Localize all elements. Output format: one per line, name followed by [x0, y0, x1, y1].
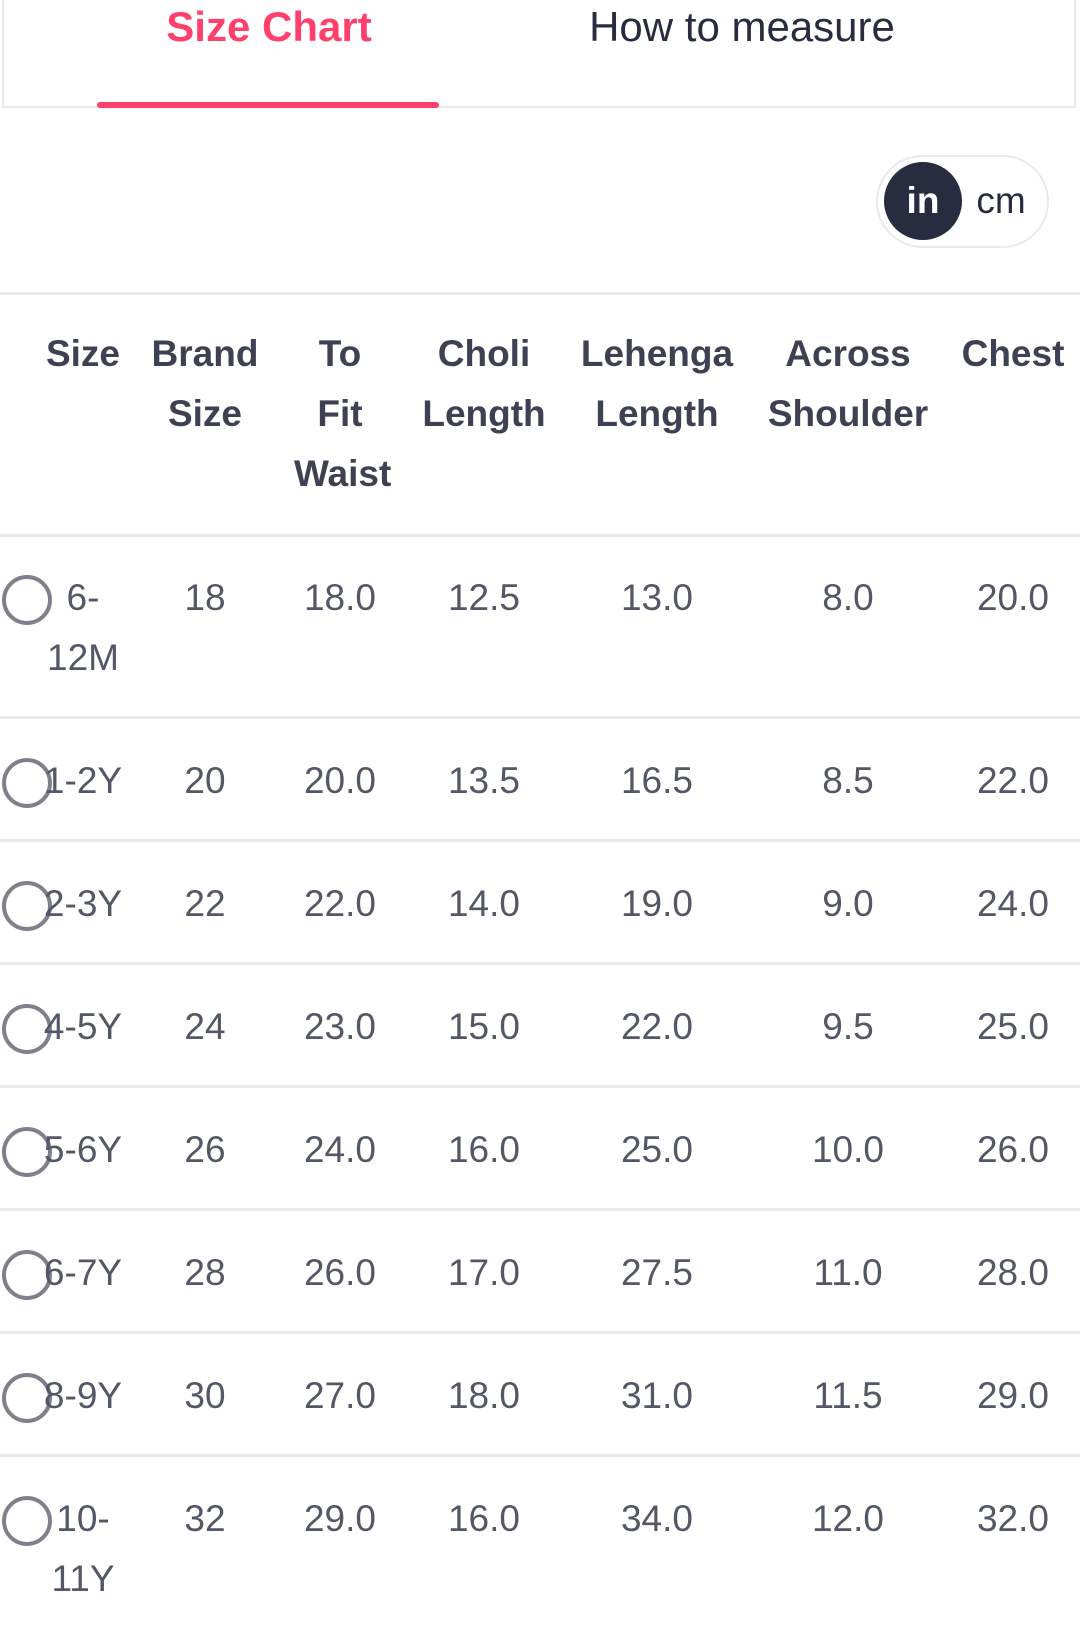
table-cell: 11.0: [813, 1252, 883, 1293]
unit-in[interactable]: in: [884, 162, 962, 240]
table-cell: 12.5: [447, 577, 520, 618]
table-cell: 9.0: [822, 883, 874, 924]
row-divider: [0, 962, 1080, 965]
column-header: Brand Size: [151, 333, 259, 434]
row-divider: [0, 839, 1080, 842]
table-cell: 32.0: [976, 1498, 1049, 1539]
table-cell: 22: [184, 883, 226, 924]
size-radio[interactable]: [2, 1250, 52, 1300]
table-cell: 16.5: [620, 760, 693, 801]
size-radio[interactable]: [2, 881, 52, 931]
size-radio[interactable]: [2, 1496, 52, 1546]
table-cell: 13.0: [620, 577, 693, 618]
table-cell: 20: [184, 760, 226, 801]
table-cell: 24.0: [976, 883, 1049, 924]
table-cell: 8-9Y: [43, 1375, 123, 1416]
table-cell: 32: [184, 1498, 226, 1539]
table-cell: 11.5: [813, 1375, 883, 1416]
table-cell: 18.0: [303, 577, 376, 618]
table-cell: 1-2Y: [43, 760, 123, 801]
table-cell: 24.0: [303, 1129, 376, 1170]
table-cell: 22.0: [620, 1006, 693, 1047]
table-cell: 29.0: [976, 1375, 1049, 1416]
table-cell: 26.0: [976, 1129, 1049, 1170]
table-cell: 12.0: [811, 1498, 884, 1539]
unit-toggle: [876, 155, 1049, 248]
table-cell: 29.0: [303, 1498, 376, 1539]
table-cell: 26: [184, 1129, 226, 1170]
column-header: Chest: [961, 333, 1065, 374]
unit-cm[interactable]: cm: [976, 180, 1026, 221]
table-cell: 8.5: [822, 760, 874, 801]
column-header: Across Shoulder: [767, 333, 929, 434]
table-cell: 20.0: [303, 760, 376, 801]
table-cell: 10-11Y: [51, 1498, 115, 1599]
table-cell: 20.0: [976, 577, 1049, 618]
size-radio[interactable]: [2, 575, 52, 625]
table-cell: 22.0: [976, 760, 1049, 801]
table-cell: 14.0: [447, 883, 520, 924]
row-divider: [0, 1085, 1080, 1088]
divider: [0, 534, 1080, 537]
table-cell: 30: [184, 1375, 226, 1416]
table-cell: 22.0: [303, 883, 376, 924]
tab-underline: [97, 102, 439, 108]
size-radio[interactable]: [2, 1004, 52, 1054]
table-cell: 34.0: [620, 1498, 693, 1539]
table-cell: 18: [184, 577, 226, 618]
row-divider: [0, 1208, 1080, 1211]
table-cell: 18.0: [447, 1375, 520, 1416]
table-cell: 15.0: [447, 1006, 520, 1047]
divider: [0, 292, 1080, 295]
tab-bar: [2, 0, 1076, 108]
table-cell: 16.0: [447, 1498, 520, 1539]
column-header: To Fit Waist: [294, 333, 392, 494]
column-header: Lehenga Length: [580, 333, 734, 434]
size-radio[interactable]: [2, 1373, 52, 1423]
table-cell: 9.5: [822, 1006, 874, 1047]
column-header: Size: [45, 333, 121, 374]
table-cell: 2-3Y: [43, 883, 123, 924]
table-cell: 27.5: [620, 1252, 693, 1293]
table-cell: 26.0: [303, 1252, 376, 1293]
table-cell: 25.0: [976, 1006, 1049, 1047]
row-divider: [0, 1454, 1080, 1457]
table-cell: 5-6Y: [43, 1129, 123, 1170]
column-header: Choli Length: [422, 333, 546, 434]
table-cell: 28.0: [976, 1252, 1049, 1293]
size-radio[interactable]: [2, 1127, 52, 1177]
table-cell: 4-5Y: [43, 1006, 123, 1047]
size-radio[interactable]: [2, 758, 52, 808]
table-cell: 16.0: [447, 1129, 520, 1170]
table-cell: 24: [184, 1006, 226, 1047]
table-cell: 13.5: [447, 760, 520, 801]
tab-size-chart[interactable]: Size Chart: [166, 3, 372, 50]
table-cell: 8.0: [822, 577, 874, 618]
row-divider: [0, 1331, 1080, 1334]
table-cell: 31.0: [620, 1375, 693, 1416]
table-cell: 25.0: [620, 1129, 693, 1170]
tab-how-to-measure[interactable]: How to measure: [589, 3, 895, 50]
table-cell: 23.0: [303, 1006, 376, 1047]
table-cell: 17.0: [447, 1252, 520, 1293]
table-cell: 6-7Y: [43, 1252, 123, 1293]
row-divider: [0, 716, 1080, 719]
table-cell: 28: [184, 1252, 226, 1293]
table-cell: 27.0: [303, 1375, 376, 1416]
table-cell: 19.0: [620, 883, 693, 924]
table-cell: 10.0: [811, 1129, 884, 1170]
table-cell: 6-12M: [47, 577, 119, 678]
